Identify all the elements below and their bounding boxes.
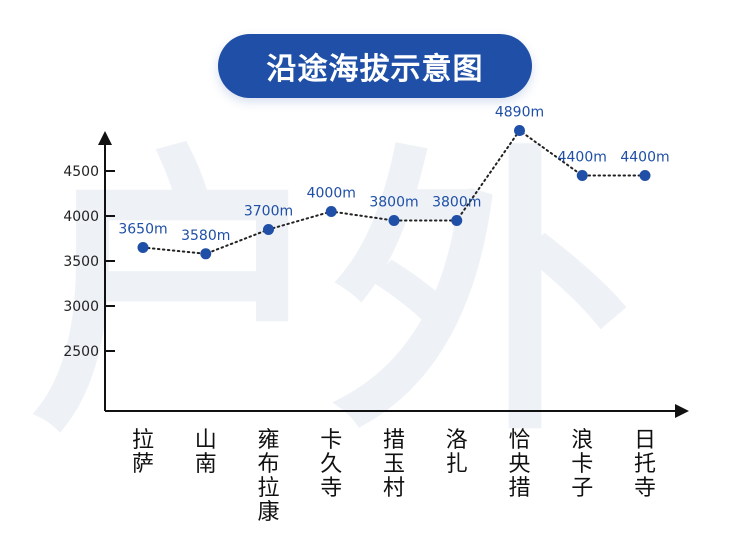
data-label: 4400m	[620, 150, 669, 166]
category-label-char: 布	[257, 452, 279, 477]
data-point	[263, 224, 274, 235]
data-label: 4000m	[307, 186, 356, 202]
data-label: 3700m	[244, 204, 293, 220]
category-label-char: 子	[571, 476, 593, 501]
category-label-char: 雍	[257, 428, 279, 453]
y-tick-label: 3000	[63, 299, 99, 315]
category-label-char: 寺	[634, 476, 656, 501]
category-label-char: 卡	[320, 428, 342, 453]
category-label-char: 久	[320, 452, 342, 477]
category-label-char: 玉	[383, 452, 405, 477]
watermark-text: 户外	[30, 122, 630, 471]
y-tick-label: 2500	[63, 344, 99, 360]
category-label-char: 萨	[132, 452, 154, 477]
data-labels: 3650m 3580m 3700m 4000m 3800m 3800m 4890m 4400m…	[118, 105, 669, 244]
category-label-char: 浪	[571, 428, 593, 453]
data-label: 4400m	[558, 150, 607, 166]
category-label-char: 央	[508, 452, 530, 477]
data-label: 3800m	[369, 195, 418, 211]
data-point	[325, 206, 337, 217]
data-point	[576, 170, 588, 181]
category-label-char: 卡	[571, 452, 593, 477]
data-label: 3800m	[432, 195, 481, 211]
category-label-char: 拉	[257, 476, 279, 501]
category-label-char: 洛	[446, 428, 468, 453]
chart-title-banner: 沿途海拔示意图	[218, 34, 532, 98]
data-point	[137, 242, 149, 253]
category-label-char: 措	[383, 428, 405, 453]
category-label-char: 措	[508, 476, 530, 501]
category-label-char: 拉	[132, 428, 154, 453]
data-label: 3580m	[181, 228, 230, 244]
data-point	[514, 125, 525, 136]
category-label-char: 寺	[320, 476, 342, 501]
data-point	[639, 170, 651, 181]
data-label: 3650m	[118, 222, 167, 238]
y-axis-arrow	[98, 131, 112, 145]
category-label-char: 托	[634, 452, 656, 477]
category-label-char: 南	[195, 452, 217, 477]
y-axis-ticks: 2500 3000 3500 4000 4500	[63, 164, 115, 360]
category-label-char: 山	[195, 428, 217, 453]
y-tick-label: 4000	[63, 209, 99, 225]
chart-title: 沿途海拔示意图	[266, 52, 484, 87]
y-tick-label: 3500	[63, 254, 99, 270]
data-point	[388, 215, 400, 226]
y-tick-label: 4500	[63, 164, 99, 180]
category-label-char: 康	[257, 500, 279, 525]
data-point	[200, 248, 212, 260]
category-label-char: 扎	[446, 452, 468, 477]
x-axis-arrow	[675, 404, 689, 418]
data-label: 4890m	[495, 105, 544, 121]
elevation-series	[137, 125, 651, 260]
category-label-char: 恰	[508, 428, 530, 453]
chart-axes	[98, 131, 689, 418]
category-label-char: 日	[634, 428, 656, 453]
data-point	[451, 215, 463, 226]
category-label-char: 村	[383, 476, 405, 501]
